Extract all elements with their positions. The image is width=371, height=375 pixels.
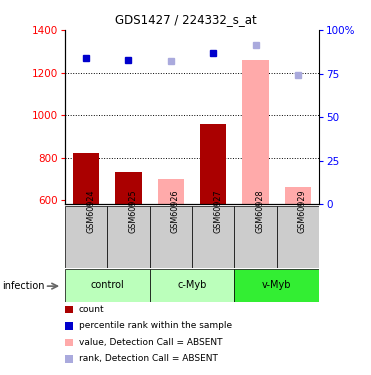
Bar <box>150 269 234 302</box>
Text: GSM60926: GSM60926 <box>171 189 180 233</box>
Bar <box>150 206 192 268</box>
Text: rank, Detection Call = ABSENT: rank, Detection Call = ABSENT <box>79 354 217 363</box>
Bar <box>200 124 226 204</box>
Bar <box>65 206 107 268</box>
Bar <box>65 269 150 302</box>
Text: GDS1427 / 224332_s_at: GDS1427 / 224332_s_at <box>115 13 256 26</box>
Bar <box>234 269 319 302</box>
Text: GSM60928: GSM60928 <box>256 189 265 233</box>
Text: count: count <box>79 305 104 314</box>
Bar <box>234 206 277 268</box>
Bar <box>192 206 234 268</box>
Text: GSM60929: GSM60929 <box>298 189 307 233</box>
Bar <box>277 206 319 268</box>
Bar <box>242 60 269 204</box>
Bar <box>107 206 150 268</box>
Text: GSM60924: GSM60924 <box>86 189 95 233</box>
Bar <box>73 153 99 204</box>
Bar <box>158 179 184 204</box>
Text: value, Detection Call = ABSENT: value, Detection Call = ABSENT <box>79 338 222 347</box>
Text: control: control <box>91 280 124 290</box>
Text: v-Myb: v-Myb <box>262 280 292 290</box>
Text: GSM60927: GSM60927 <box>213 189 222 233</box>
Text: infection: infection <box>2 281 45 291</box>
Text: GSM60925: GSM60925 <box>128 189 138 233</box>
Text: percentile rank within the sample: percentile rank within the sample <box>79 321 232 330</box>
Text: c-Myb: c-Myb <box>177 280 207 290</box>
Bar <box>115 172 142 204</box>
Bar <box>285 188 311 204</box>
